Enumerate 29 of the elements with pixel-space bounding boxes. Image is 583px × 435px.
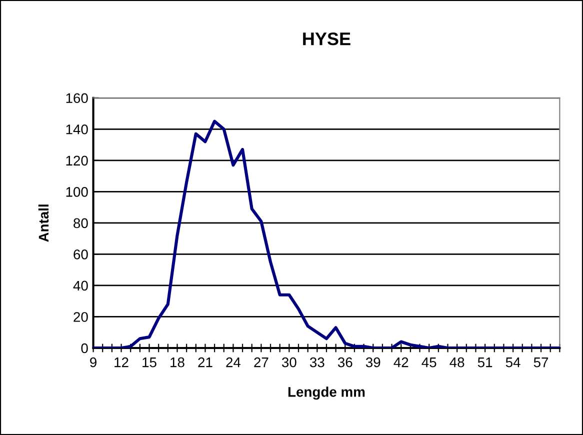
x-tick-label: 12	[114, 357, 128, 368]
x-tick-label: 45	[422, 358, 436, 368]
x-tick-label: 24	[226, 357, 241, 368]
x-tick-label: 33	[310, 357, 324, 368]
y-tick-label: 60	[74, 250, 88, 260]
y-tick-label: 160	[66, 93, 88, 104]
x-tick-label: 51	[478, 358, 492, 368]
x-tick-label: 42	[394, 357, 408, 368]
x-tick-label: 21	[198, 357, 212, 368]
x-axis-title: Lengde mm	[288, 386, 365, 400]
x-tick-label: 27	[254, 357, 268, 368]
y-tick-label: 20	[74, 312, 88, 322]
chart-title: HYSE	[303, 32, 350, 46]
y-tick-label: 0	[81, 343, 88, 354]
x-tick-label: 18	[170, 357, 184, 368]
x-tick-label: 30	[282, 357, 296, 368]
y-axis-title: Antall	[38, 204, 49, 242]
y-tick-label: 140	[66, 124, 88, 134]
x-tick-label: 15	[142, 358, 156, 368]
x-tick-label: 54	[506, 358, 520, 368]
x-tick-label: 9	[90, 357, 96, 368]
y-tick-label: 100	[66, 187, 88, 197]
x-tick-label: 48	[450, 357, 464, 368]
y-tick-label: 120	[66, 156, 88, 166]
x-tick-label: 36	[338, 357, 352, 368]
y-tick-label: 80	[74, 218, 88, 228]
x-tick-label: 39	[366, 357, 380, 368]
x-tick-label: 57	[534, 358, 548, 368]
y-tick-label: 40	[73, 280, 88, 291]
